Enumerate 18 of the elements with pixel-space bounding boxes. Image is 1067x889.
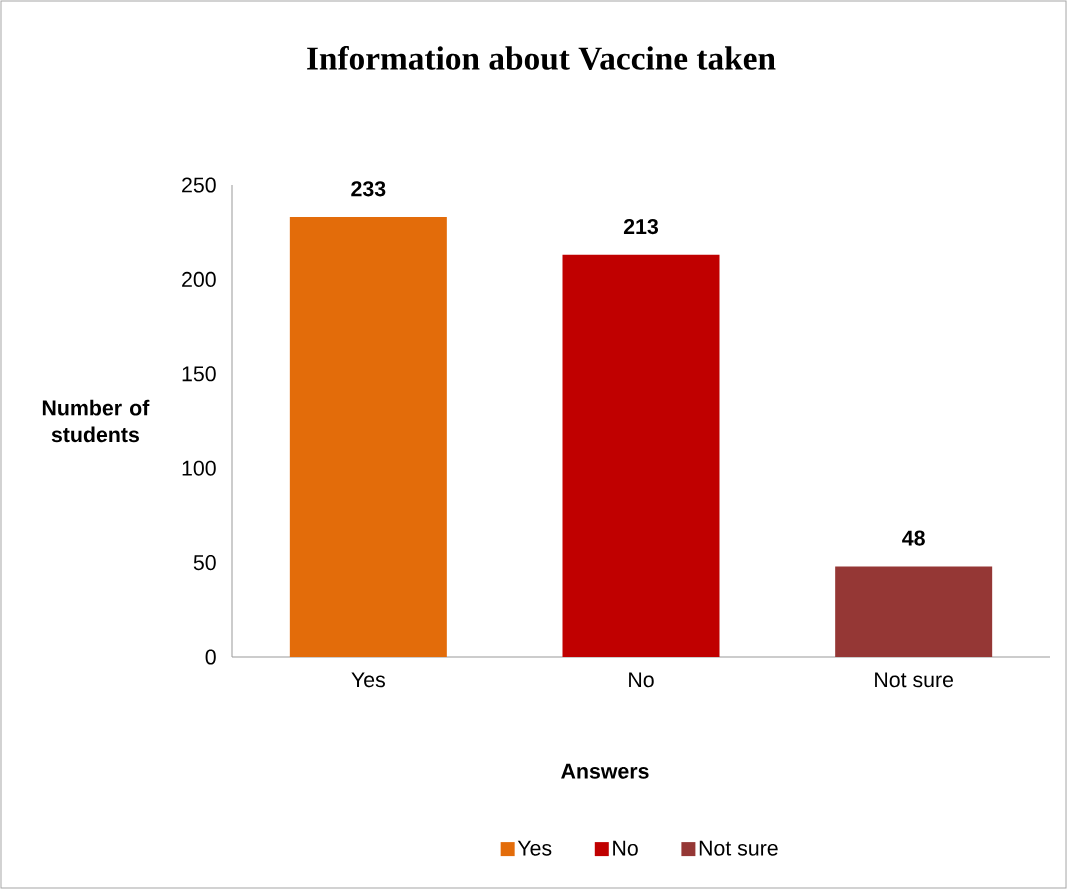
y-tick-label: 0 [205, 649, 216, 665]
y-tick-label: 100 [182, 460, 216, 476]
x-tick-label: Yes [351, 672, 385, 688]
y-tick-label: 150 [182, 366, 216, 382]
data-label: 233 [351, 181, 386, 197]
y-axis-title: Number of students [42, 399, 150, 443]
x-axis-title: Answers [561, 763, 649, 779]
x-tick-label: No [629, 672, 654, 688]
y-tick-label: 200 [182, 271, 216, 287]
data-label: 213 [623, 219, 659, 235]
y-tick-label: 50 [193, 555, 216, 571]
legend-label: No [613, 840, 638, 856]
chart-title: Information about Vaccine taken [307, 46, 776, 70]
y-tick-label: 250 [182, 177, 216, 193]
legend-label: Not sure [699, 840, 778, 856]
data-label: 48 [902, 530, 925, 546]
legend-label: Yes [517, 840, 552, 856]
x-tick-label: Not sure [875, 672, 954, 688]
